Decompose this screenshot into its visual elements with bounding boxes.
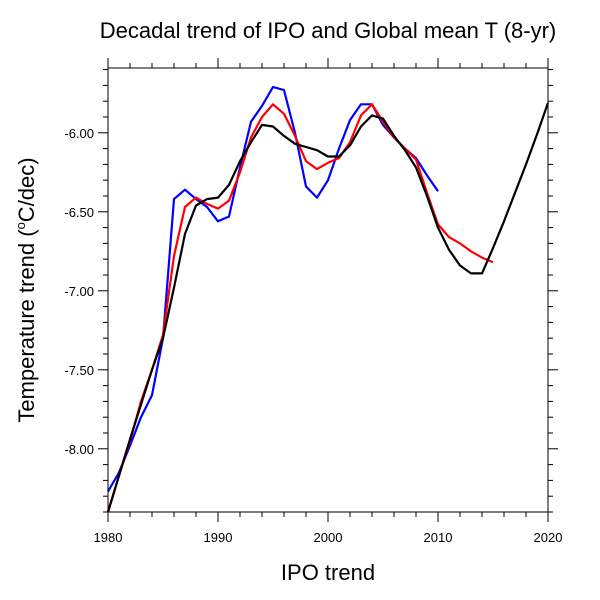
x-tick-label: 1990 — [204, 530, 233, 545]
y-tick-label: -7.50 — [64, 363, 94, 378]
series-line-1 — [106, 103, 494, 513]
y-tick-label: -6.50 — [64, 205, 94, 220]
y-axis-label: Temperature trend (oC/dec) — [13, 157, 39, 422]
series-line-2 — [106, 102, 550, 513]
series-line-0 — [107, 85, 439, 493]
y-tick-label: -6.00 — [64, 126, 94, 141]
x-axis-label: IPO trend — [281, 560, 375, 585]
y-tick-label: -8.00 — [64, 442, 94, 457]
y-tick-label: -7.00 — [64, 284, 94, 299]
x-tick-label: 2000 — [314, 530, 343, 545]
plot-frame — [107, 67, 549, 513]
x-tick-label: 2020 — [534, 530, 563, 545]
chart-title: Decadal trend of IPO and Global mean T (… — [100, 18, 557, 43]
x-tick-label: 1980 — [94, 530, 123, 545]
x-tick-label: 2010 — [424, 530, 453, 545]
